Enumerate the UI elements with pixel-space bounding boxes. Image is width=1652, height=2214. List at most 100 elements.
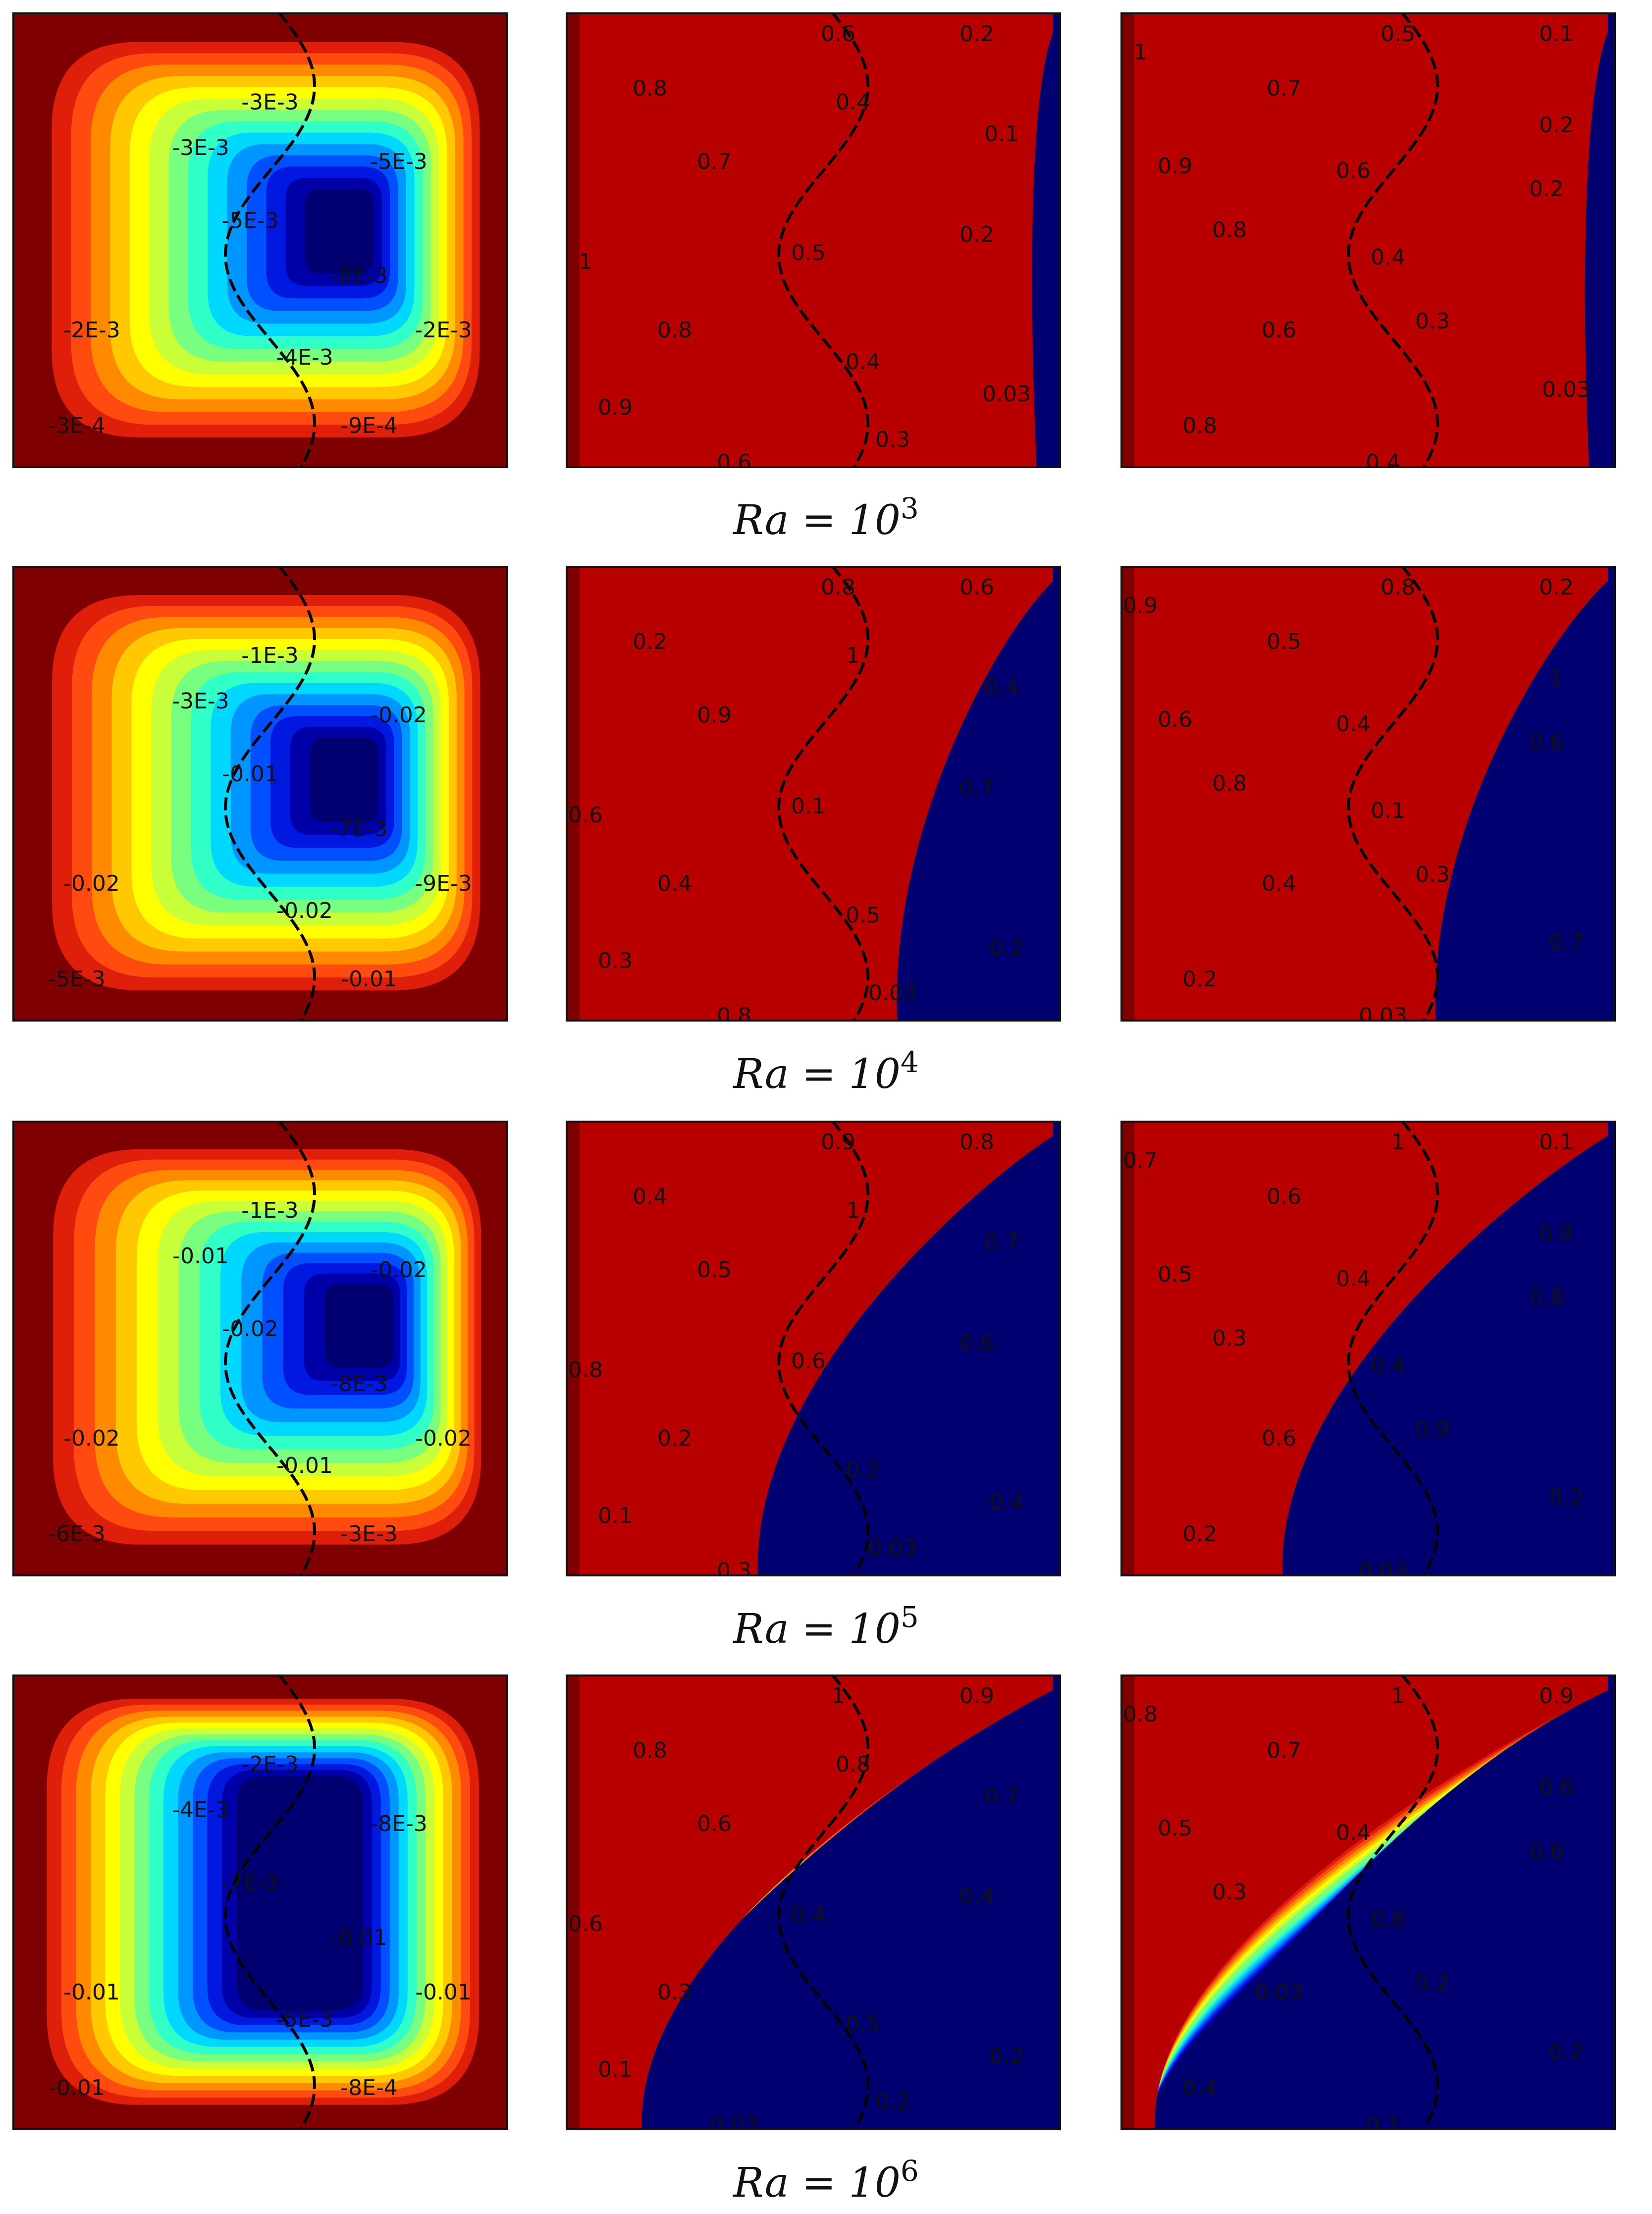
- contour-label: 0.3: [875, 427, 910, 452]
- solid-fluid-interface: [1346, 1121, 1439, 1576]
- contour-label: 0.1: [1366, 2112, 1400, 2130]
- temperature-contour-band: [1120, 1121, 1616, 1576]
- contour-label: 1: [1549, 666, 1563, 691]
- contour-label: 0.2: [1529, 176, 1564, 202]
- panel-frame: [566, 12, 1061, 468]
- contour-label: 0.1: [1371, 798, 1405, 823]
- contour-label: -2E-3: [63, 318, 120, 343]
- temperature-2-panel: 1 0.9 0.8 0.7 0.6 0.5 0.4 0.6 0.3 0.8 0.2 0.03 0.2 0.…: [1120, 1674, 1616, 2130]
- contour-label: 0.8: [821, 575, 855, 600]
- contour-label: 0.6: [1529, 730, 1564, 755]
- contour-label: 0.2: [1182, 967, 1217, 992]
- panel-frame: [1120, 1674, 1616, 2130]
- rayleigh-number-caption: Ra = 105: [0, 1603, 1652, 1653]
- contour-label: 0.9: [821, 1130, 855, 1155]
- contour-label: 0.4: [1182, 2075, 1217, 2101]
- temperature-contour-band: [1120, 1674, 1616, 2130]
- contour-label: 0.03: [868, 1535, 917, 1561]
- contour-label: 0.4: [1371, 1353, 1405, 1378]
- contour-label: 0.4: [1371, 245, 1405, 270]
- contour-label: 0.7: [1267, 1738, 1301, 1763]
- contour-label: 0.8: [1212, 771, 1247, 796]
- contour-label: 0.8: [1123, 1702, 1158, 1727]
- contour-label: 1: [1133, 40, 1147, 65]
- contour-label: 0.9: [598, 395, 633, 420]
- contour-label: 0.7: [697, 149, 732, 174]
- streamfunction-panel: -2E-3 -4E-3 -8E-3 -7E-3 -0.01 -0.01 -0.01 -5E-3…: [12, 1674, 508, 2130]
- contour-label: 0.7: [959, 775, 994, 801]
- contour-label: -5E-3: [276, 2007, 333, 2032]
- contour-label: 0.8: [717, 1003, 751, 1022]
- contour-label: 0.4: [846, 349, 880, 375]
- panel-frame: [12, 1674, 508, 2130]
- contour-label: 0.5: [846, 2011, 880, 2037]
- contour-label: 0.2: [1415, 1971, 1450, 1996]
- contour-label: 0.6: [1158, 707, 1192, 732]
- contour-label: 0.6: [959, 1330, 994, 1355]
- contour-label: 0.4: [1336, 1266, 1371, 1292]
- contour-label: 1: [846, 643, 860, 668]
- caption-base: Ra = 10: [733, 1606, 901, 1653]
- contour-label: 0.4: [633, 1184, 667, 1209]
- contour-label: 0.8: [959, 1130, 994, 1155]
- contour-label: 0.3: [657, 1980, 692, 2005]
- contour-label: 0.9: [697, 702, 732, 728]
- panel-frame: [1120, 1121, 1616, 1576]
- contour-label: 0.5: [1158, 1262, 1192, 1287]
- caption-exponent: 5: [900, 1600, 919, 1634]
- contour-label: 0.6: [1539, 1775, 1574, 1800]
- solid-fluid-interface: [777, 1121, 870, 1576]
- contour-label: 0.2: [657, 1426, 692, 1451]
- contour-label: -2E-3: [241, 1752, 299, 1777]
- contour-label: -0.02: [415, 1426, 472, 1451]
- caption-exponent: 3: [900, 491, 919, 526]
- contour-label: 0.6: [568, 803, 603, 828]
- caption-exponent: 4: [900, 1045, 919, 1080]
- contour-label: 0.03: [982, 381, 1031, 407]
- contour-label: 0.4: [1366, 450, 1400, 468]
- contour-label: -5E-3: [370, 149, 427, 174]
- contour-label: 0.5: [1267, 629, 1301, 654]
- solid-fluid-interface: [1346, 12, 1439, 468]
- contour-label: -0.02: [371, 702, 427, 728]
- contour-label: 0.9: [959, 1683, 994, 1709]
- contour-label: -4E-3: [172, 1797, 229, 1823]
- contour-label: 0.2: [846, 1458, 880, 1483]
- contour-label: -0.01: [276, 1453, 333, 1478]
- contour-label: -4E-3: [276, 345, 333, 370]
- contour-label: -3E-4: [48, 413, 106, 438]
- contour-label: 0.2: [1539, 575, 1574, 600]
- contour-label: 0.1: [791, 794, 826, 819]
- contour-label: 0.2: [1549, 1485, 1584, 1511]
- contour-label: 0.2: [1539, 112, 1574, 138]
- contour-label: 0.8: [633, 76, 667, 101]
- contour-label: -0.01: [222, 761, 278, 787]
- contour-label: -8E-3: [370, 1811, 427, 1836]
- contour-label: 0.3: [598, 948, 633, 973]
- temperature-contour-band: [566, 566, 1061, 1022]
- contour-label: 0.2: [633, 629, 667, 654]
- panel-frame: [1120, 566, 1616, 1022]
- contour-label: 0.1: [598, 1503, 633, 1528]
- contour-label: 0.5: [1381, 21, 1415, 47]
- contour-label: 0.7: [1549, 930, 1584, 956]
- solid-fluid-interface: [777, 12, 870, 468]
- contour-label: 0.8: [1182, 413, 1217, 438]
- contour-label: -3E-3: [340, 1521, 398, 1547]
- contour-label: 0.4: [1262, 871, 1296, 896]
- streamfunction-panel: -1E-3 -0.01 -0.02 -0.02 -8E-3 -0.02 -0.02 -0.01…: [12, 1121, 508, 1576]
- contour-label: 0.7: [1123, 1148, 1158, 1173]
- contour-label: 0.2: [1182, 1521, 1217, 1547]
- temperature-1-panel: 0.6 0.2 0.8 0.4 0.1 0.7 1 0.5 0.2 0.8 0.4 0.03 0.9 0.…: [566, 12, 1061, 468]
- contour-label: 0.03: [1255, 1980, 1303, 2005]
- contour-label: -7E-3: [221, 1870, 279, 1895]
- panel-frame: [12, 1121, 508, 1576]
- streamfunction-panel: -3E-3 -3E-3 -5E-3 -5E-3 -8E-3 -2E-3 -2E-3 -4E-3…: [12, 12, 508, 468]
- contour-label: 0.3: [1415, 862, 1450, 887]
- contour-label: 0.7: [984, 1230, 1019, 1255]
- solid-fluid-interface: [777, 566, 870, 1022]
- contour-label: 0.8: [1212, 217, 1247, 243]
- contour-label: -3E-3: [172, 689, 229, 714]
- temperature-contour-band: [566, 12, 1061, 468]
- contour-label: 0.2: [989, 935, 1024, 960]
